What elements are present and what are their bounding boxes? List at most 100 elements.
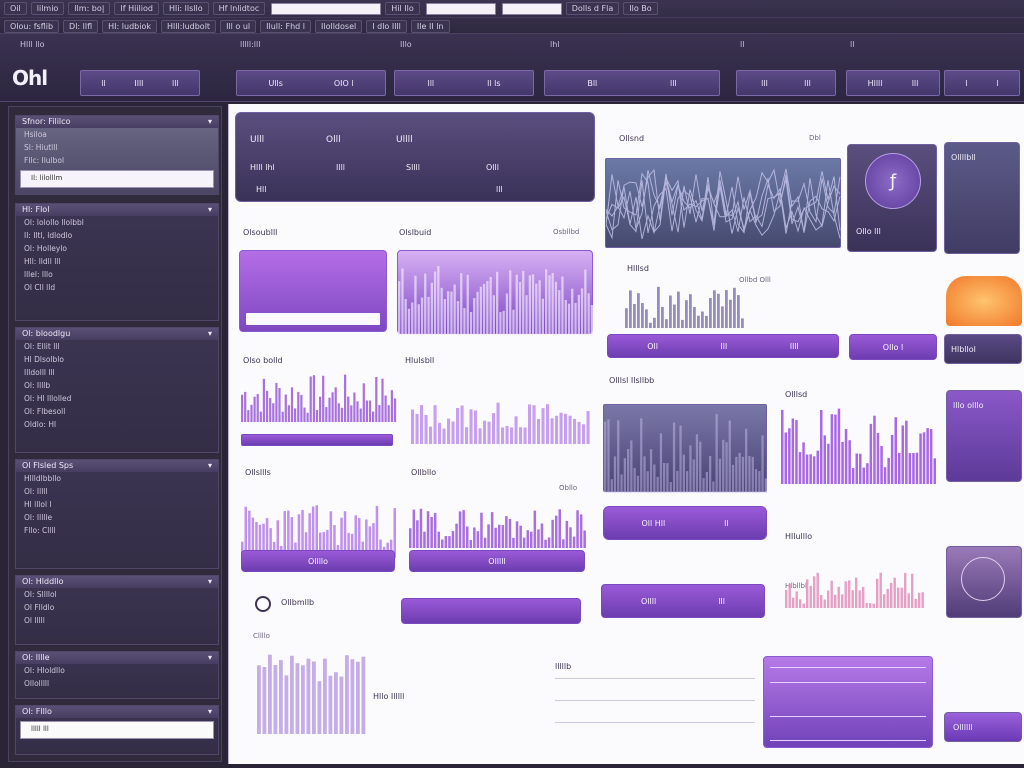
right-card[interactable]: Hlbllol	[944, 334, 1022, 364]
sidebar-item[interactable]: Ol: Holleylo	[24, 244, 68, 253]
sidebar-item[interactable]: Ollolllll	[24, 679, 50, 688]
menu-item-2[interactable]: lilmio	[30, 2, 65, 15]
summary-pill-2[interactable]: Olllll	[409, 550, 585, 572]
wave-chart-card[interactable]	[397, 250, 593, 335]
sidebar-item[interactable]: Ol lllll	[24, 616, 45, 625]
sidebar-item[interactable]: Sl: Hiutlll	[24, 143, 58, 152]
sidebar-section-header[interactable]: Ol: Hlddllo ▾	[16, 576, 218, 588]
ribbon-button[interactable]: ll	[101, 78, 106, 88]
sidebar-section-header[interactable]: Hl: Flol ▾	[16, 204, 218, 216]
menu-item-1[interactable]: Oil	[4, 2, 27, 15]
ribbon-group-insert[interactable]: Ulls OIO l	[236, 70, 386, 96]
right-card[interactable]: Ollllbll	[944, 142, 1020, 254]
sidebar-item[interactable]: Hl Dlsolblo	[24, 355, 64, 364]
ribbon-button[interactable]: lll	[669, 78, 677, 88]
ribbon-group-share[interactable]: Hllll lll	[846, 70, 940, 96]
sidebar-item[interactable]: Ol: Flbesoll	[24, 407, 66, 416]
toolbar-item-2[interactable]: Dl: llfl	[63, 19, 99, 33]
sidebar-item[interactable]: Hll: lldll lll	[24, 257, 61, 266]
ribbon-button[interactable]: Bll	[587, 78, 598, 88]
toolbar-item-8[interactable]: I dlo Illl	[366, 19, 407, 33]
menu-item-9[interactable]: Ilo Bo	[623, 2, 658, 15]
ribbon-button[interactable]: lll	[427, 78, 435, 88]
sidebar-section-header[interactable]: Ol: bloodlgu ▾	[16, 328, 218, 340]
chip-pill[interactable]: Ollll lll	[601, 584, 765, 618]
chevron-down-icon[interactable]: ▾	[207, 329, 212, 338]
ribbon-button[interactable]: Ulls	[268, 78, 283, 88]
avatar[interactable]: ƒ	[865, 153, 921, 209]
sidebar-item[interactable]: Oldlo: Hl	[24, 420, 57, 429]
sidebar-item[interactable]: Ol Cll lld	[24, 283, 56, 292]
toolbar-item-1[interactable]: Olou: fsflib	[4, 19, 60, 33]
sidebar-item[interactable]: Illdolll lll	[24, 368, 55, 377]
toolbar-item-9[interactable]: Ile II ln	[410, 19, 450, 33]
sidebar-section-header[interactable]: Sfnor: Fililco ▾	[16, 116, 218, 128]
sidebar-item[interactable]: Ol: Illlle	[24, 513, 53, 522]
sidebar-section-header[interactable]: Ol: Flllo ▾	[16, 706, 218, 718]
ribbon-button[interactable]: OIO l	[333, 78, 354, 88]
trend-chart-card[interactable]	[605, 158, 841, 248]
menu-item-8[interactable]: Dolls d Fla	[565, 2, 620, 15]
ribbon-button[interactable]: l	[996, 78, 999, 88]
toolbar-item-5[interactable]: Ill o ul	[220, 19, 257, 33]
toolbar-item-4[interactable]: Hlll:ludbolt	[160, 19, 217, 33]
chevron-down-icon[interactable]: ▾	[207, 117, 212, 126]
status-pill[interactable]: Oll lll Illl	[607, 334, 839, 358]
ribbon-button[interactable]: lll	[911, 78, 919, 88]
sidebar-item[interactable]: Ol: Hloldllo	[24, 666, 65, 675]
ribbon-button[interactable]: ll ls	[487, 78, 501, 88]
sidebar-item[interactable]: Hl lllol l	[24, 500, 52, 509]
sidebar-section-header[interactable]: Ol Flsled Sps ▾	[16, 460, 218, 472]
ribbon-button[interactable]: lll	[761, 78, 768, 88]
filter-input-2[interactable]	[501, 2, 562, 15]
menu-item-6[interactable]: Hf lnlidtoc	[212, 2, 266, 15]
chevron-down-icon[interactable]: ▾	[207, 577, 212, 586]
search-input[interactable]	[271, 2, 382, 15]
sidebar-item[interactable]: Ol: Ellit lll	[24, 342, 60, 351]
ribbon-button[interactable]: Hllll	[867, 78, 883, 88]
sidebar-item[interactable]: Hsiloa	[24, 130, 47, 139]
sidebar-item[interactable]: lllel: lllo	[24, 270, 53, 279]
ribbon-button[interactable]: lll	[804, 78, 811, 88]
ribbon-group-view[interactable]: lll lll	[736, 70, 836, 96]
ribbon-group-home[interactable]: ll Illl lll	[80, 70, 200, 96]
column-chart-card[interactable]	[603, 404, 767, 493]
ribbon-group-extra[interactable]: l l	[944, 70, 1020, 96]
sidebar-item[interactable]: Hllldlbbllo	[24, 474, 62, 483]
list-row[interactable]	[770, 667, 926, 683]
ribbon-button[interactable]: lll	[172, 78, 179, 88]
profile-card[interactable]: ƒ Ollo lll	[847, 144, 937, 252]
menu-item-3[interactable]: llm: bo|	[68, 2, 111, 15]
alert-blob[interactable]	[946, 276, 1022, 326]
summary-pill[interactable]: Ollllo	[241, 550, 395, 572]
sidebar-item[interactable]: Ol Flldlo	[24, 603, 55, 612]
action-button[interactable]: Ollo l	[849, 334, 937, 360]
chevron-down-icon[interactable]: ▾	[207, 707, 212, 716]
radio-button[interactable]	[255, 596, 271, 612]
chevron-down-icon[interactable]: ▾	[207, 205, 212, 214]
sidebar-item[interactable]: Ol: Illlb	[24, 381, 51, 390]
sidebar-footer-field[interactable]: lllll lll	[20, 721, 214, 739]
chevron-down-icon[interactable]: ▾	[207, 461, 212, 470]
right-card[interactable]: Ollllll	[944, 712, 1022, 742]
chevron-down-icon[interactable]: ▾	[207, 653, 212, 662]
kpi-card[interactable]	[239, 250, 387, 332]
menu-item-7[interactable]: Hil Ilo	[385, 2, 420, 15]
ribbon-button[interactable]: l	[965, 78, 968, 88]
sidebar-item[interactable]: Ol: Hl lllolled	[24, 394, 72, 403]
menu-item-4[interactable]: lf Hiiliod	[114, 2, 159, 15]
sidebar-item[interactable]: Fllo: Cllll	[24, 526, 56, 535]
sidebar-item[interactable]: Ol: Illll	[24, 487, 48, 496]
sidebar-section-header[interactable]: Ol: lllle ▾	[16, 652, 218, 664]
menu-item-5[interactable]: Hli: llsllo	[162, 2, 209, 15]
sidebar-search-field[interactable]: Il: lilolllm	[20, 170, 214, 188]
summary-card[interactable]: Ulll Olll Ullll Hlll lhl Illl Sllll Olll…	[235, 112, 595, 202]
ribbon-button[interactable]: Illl	[134, 78, 144, 88]
progress-pill[interactable]	[401, 598, 581, 624]
sidebar-item[interactable]: Ol: lolollo llolbbl	[24, 218, 84, 227]
toolbar-item-3[interactable]: HI: ludbiok	[102, 19, 157, 33]
range-bar[interactable]	[241, 434, 393, 446]
list-row[interactable]	[770, 727, 926, 741]
sidebar-item[interactable]: Ol: Sllllol	[24, 590, 57, 599]
sidebar-item[interactable]: Fllc: Ilulbol	[24, 156, 65, 165]
